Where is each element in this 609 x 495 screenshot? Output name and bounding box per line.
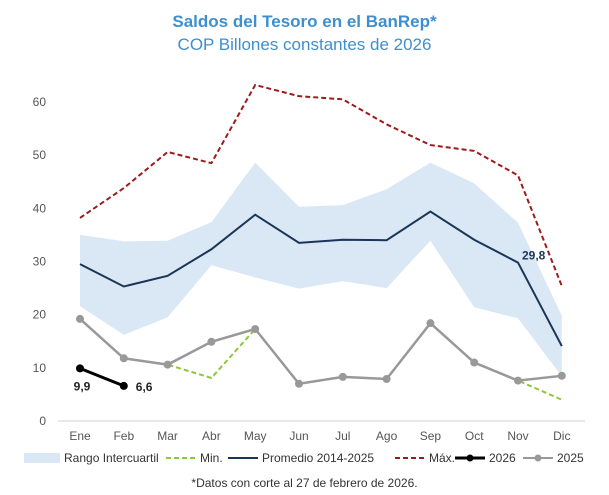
x-tick-label: Abr (202, 429, 221, 443)
legend-label: Máx. (429, 451, 455, 465)
data-point-2025 (382, 374, 391, 383)
data-label: 9,9 (74, 379, 91, 393)
legend-label: 2026 (489, 451, 516, 465)
series-line-m-x- (79, 83, 563, 287)
legend-marker (534, 454, 542, 462)
y-tick-label: 30 (33, 255, 47, 269)
data-point-2025 (119, 354, 128, 363)
footnote: *Datos con corte al 27 de febrero de 202… (191, 476, 418, 490)
y-tick-label: 20 (33, 308, 47, 322)
y-tick-label: 0 (39, 414, 46, 428)
data-point-2025 (251, 325, 260, 334)
data-point-2025 (426, 319, 435, 328)
data-point-2025 (514, 376, 522, 385)
x-tick-label: Jun (289, 429, 308, 443)
y-tick-label: 50 (33, 148, 47, 162)
legend-label: Promedio 2014-2025 (262, 451, 374, 465)
x-tick-label: Mar (157, 429, 178, 443)
x-tick-label: Feb (113, 429, 134, 443)
x-tick-label: Jul (335, 429, 350, 443)
y-tick-label: 60 (33, 95, 47, 109)
legend-label: Rango Intercuartil (64, 451, 159, 465)
iqr-band (80, 162, 562, 377)
data-point-2025 (295, 379, 303, 388)
x-tick-label: Ago (376, 429, 398, 443)
series-line-promedio-2014-2025 (79, 210, 563, 347)
data-point-2025 (207, 337, 216, 346)
data-point-2025 (470, 358, 479, 367)
x-tick-label: May (244, 429, 267, 443)
x-tick-label: Oct (465, 429, 484, 443)
x-tick-label: Sep (420, 429, 442, 443)
data-point-2025 (338, 372, 347, 381)
series-line-2025 (79, 317, 562, 386)
x-tick-label: Dic (553, 429, 570, 443)
data-label: 29,8 (522, 249, 546, 263)
chart-title: Saldos del Tesoro en el BanRep* (172, 12, 437, 31)
y-tick-label: 40 (33, 201, 47, 215)
data-point-2025 (76, 314, 84, 323)
data-point-2025 (163, 360, 172, 369)
data-point-2026 (76, 364, 84, 373)
chart-subtitle: COP Billones constantes de 2026 (177, 35, 432, 54)
legend-swatch-band (24, 453, 60, 463)
legend-marker (466, 454, 474, 462)
legend-label: 2025 (557, 451, 584, 465)
series-line-2026 (79, 366, 125, 388)
x-tick-label: Nov (507, 429, 528, 443)
x-tick-label: Ene (69, 429, 91, 443)
legend-label: Min. (200, 451, 223, 465)
data-point-2026 (119, 381, 128, 390)
y-tick-label: 10 (33, 361, 47, 375)
data-point-2025 (557, 371, 566, 380)
data-label: 6,6 (136, 380, 153, 394)
